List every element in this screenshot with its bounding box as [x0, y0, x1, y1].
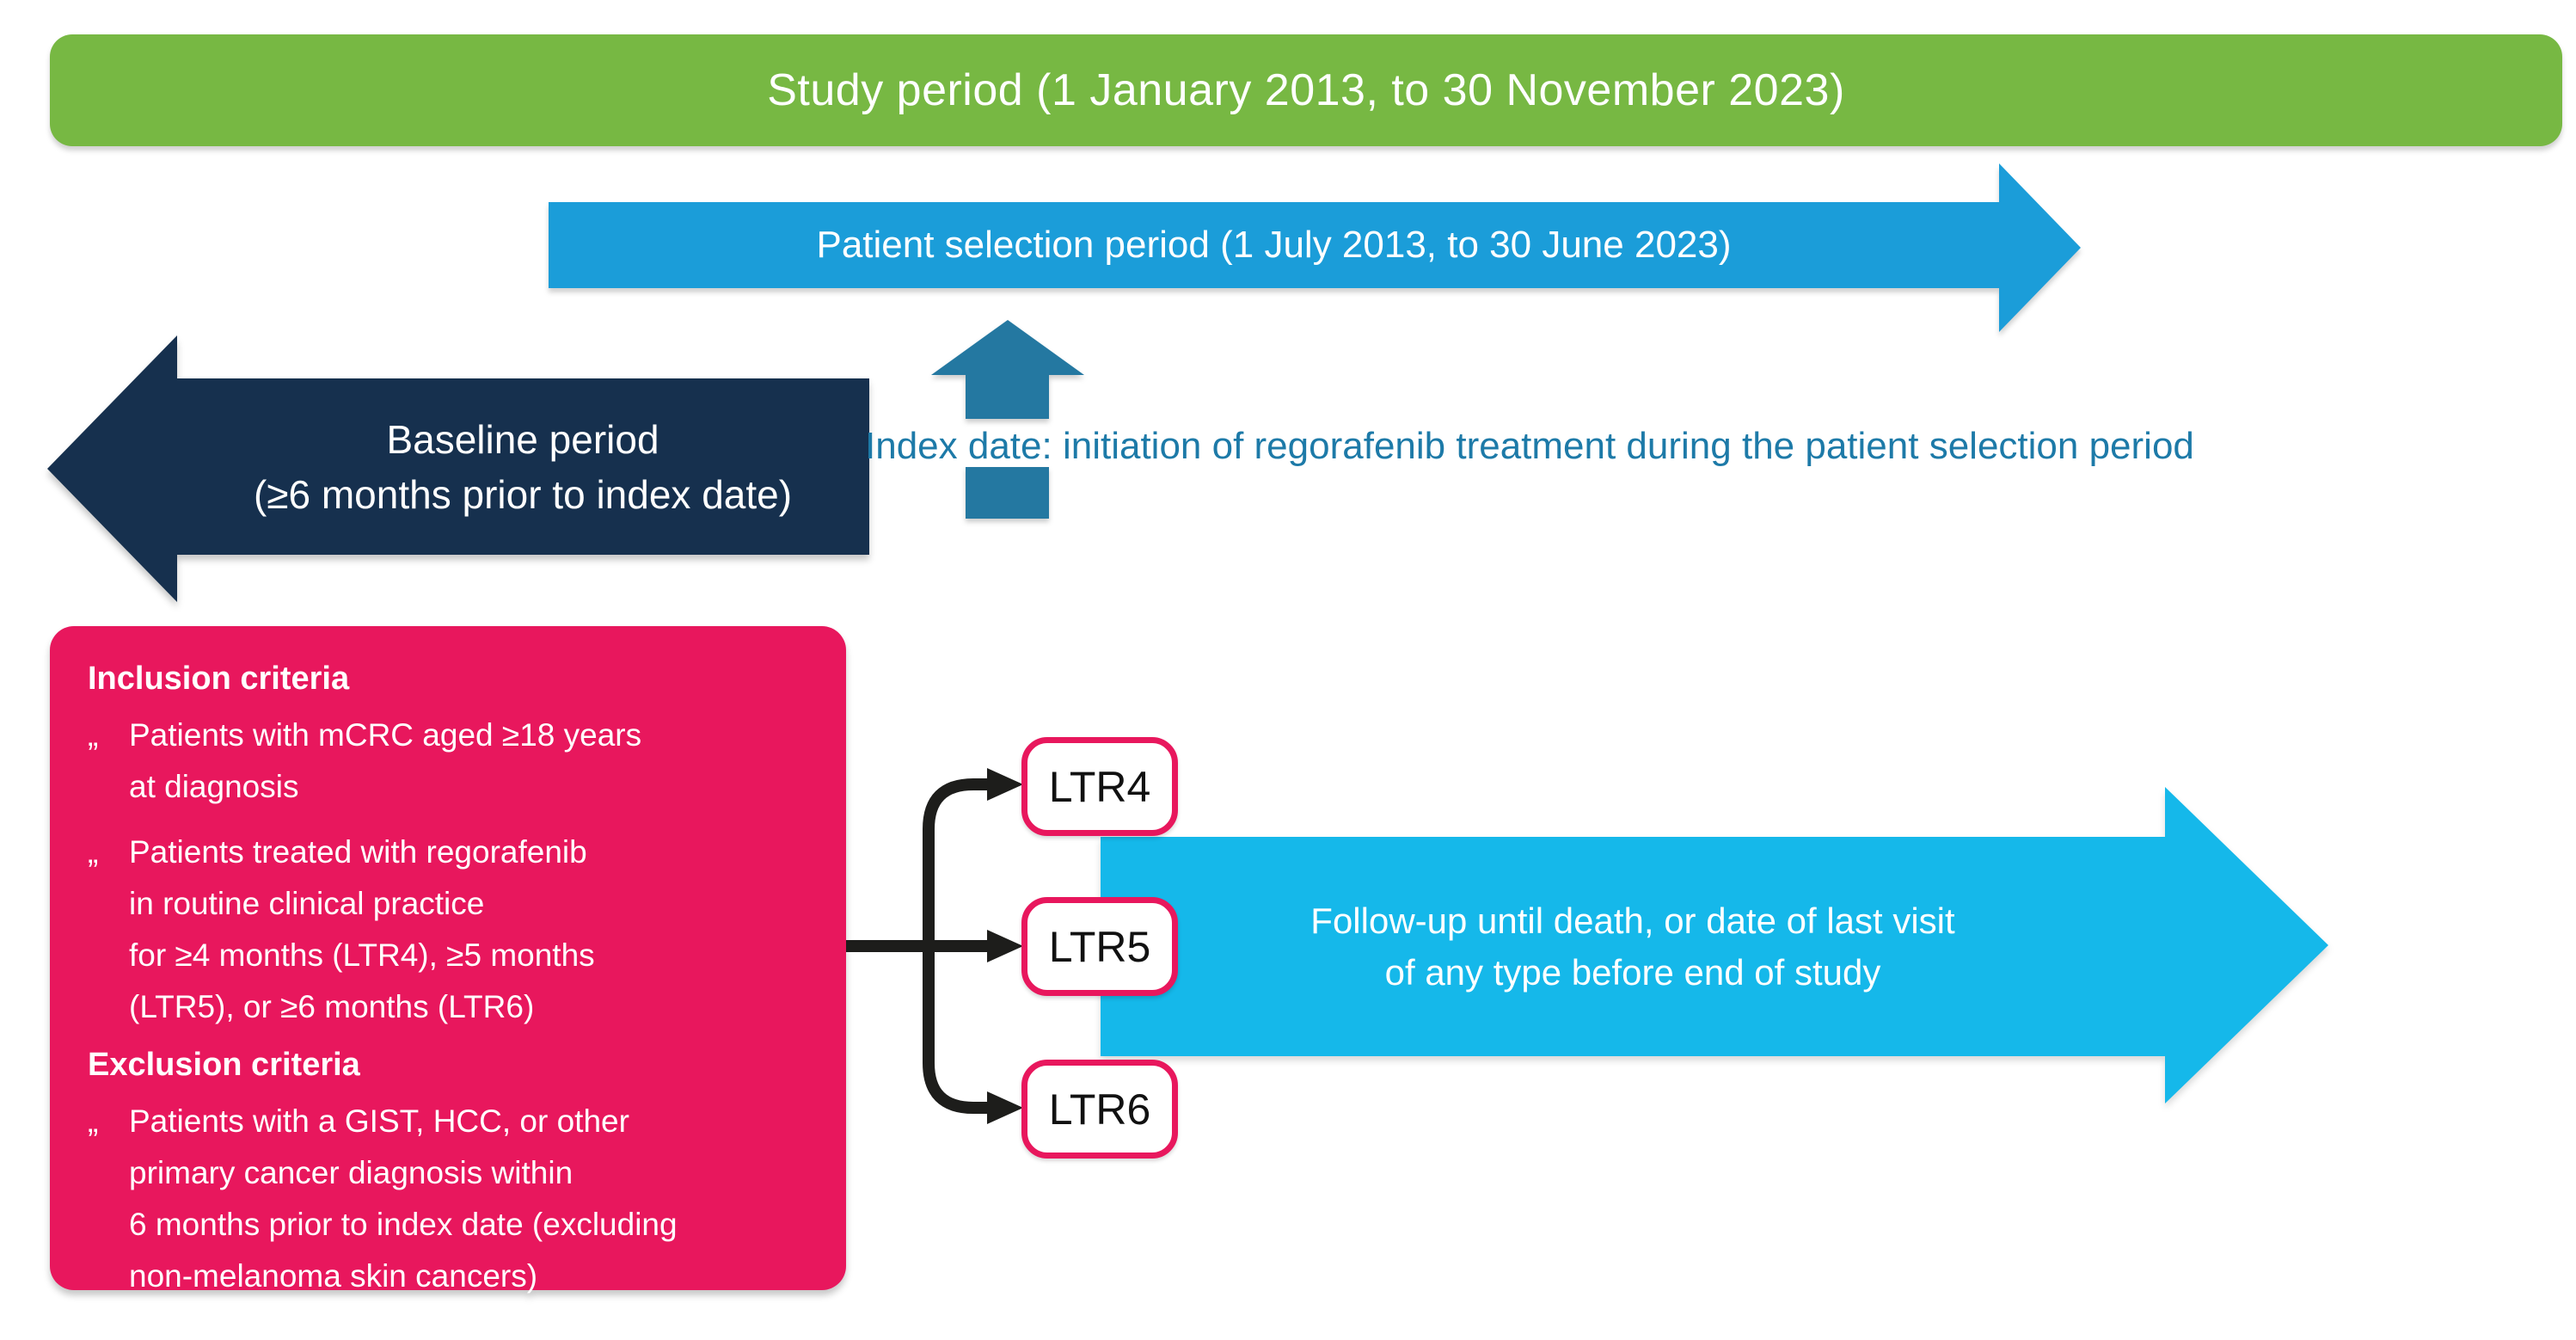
branch-connector — [846, 768, 1023, 1124]
study-period-banner: Study period (1 January 2013, to 30 Nove… — [50, 34, 2562, 146]
bullet-icon: „ — [88, 834, 99, 870]
right-arrowhead-icon — [987, 930, 1023, 962]
cohort-box-ltr6: LTR6 — [1021, 1060, 1178, 1159]
follow-up-arrow-body: Follow-up until death, or date of last v… — [1101, 837, 2165, 1056]
inclusion-item-text: Patients treated with regorafenib in rou… — [129, 834, 595, 1024]
list-item: „ Patients with mCRC aged ≥18 years at d… — [88, 710, 812, 813]
inclusion-criteria-heading: Inclusion criteria — [88, 661, 350, 697]
follow-up-label: Follow-up until death, or date of last v… — [1310, 900, 1955, 993]
up-arrow-shaft-upper — [966, 375, 1049, 419]
list-item: „ Patients with a GIST, HCC, or other pr… — [88, 1096, 812, 1302]
baseline-period-label: Baseline period (≥6 months prior to inde… — [253, 416, 793, 517]
cohort-box-ltr5: LTR5 — [1021, 897, 1178, 996]
up-arrowhead-icon — [931, 320, 1084, 375]
patient-selection-label: Patient selection period (1 July 2013, t… — [816, 224, 1732, 266]
left-arrowhead-icon — [47, 335, 177, 602]
index-date-label: Index date: initiation of regorafenib tr… — [865, 425, 2194, 467]
criteria-box: Inclusion criteria „ Patients with mCRC … — [50, 626, 846, 1294]
list-item: „ Patients treated with regorafenib in r… — [88, 827, 812, 1033]
cohort-box-ltr4: LTR4 — [1021, 737, 1178, 836]
baseline-period-arrow-body: Baseline period (≥6 months prior to inde… — [176, 378, 869, 555]
right-arrowhead-icon — [987, 1091, 1023, 1124]
study-period-label: Study period (1 January 2013, to 30 Nove… — [767, 65, 1845, 115]
bullet-icon: „ — [88, 717, 99, 753]
right-arrowhead-icon — [987, 768, 1023, 801]
right-arrowhead-icon — [2165, 787, 2328, 1103]
patient-selection-arrow-body: Patient selection period (1 July 2013, t… — [549, 202, 1999, 288]
right-arrowhead-icon — [1999, 163, 2081, 332]
exclusion-criteria-heading: Exclusion criteria — [88, 1047, 360, 1083]
exclusion-item-text: Patients with a GIST, HCC, or other prim… — [129, 1103, 678, 1294]
up-arrow-shaft-lower — [966, 467, 1049, 519]
cohort-label: LTR6 — [1048, 1085, 1151, 1134]
inclusion-item-text: Patients with mCRC aged ≥18 years at dia… — [129, 717, 642, 804]
bullet-icon: „ — [88, 1103, 99, 1139]
cohort-label: LTR4 — [1048, 762, 1151, 811]
cohort-label: LTR5 — [1048, 922, 1151, 971]
